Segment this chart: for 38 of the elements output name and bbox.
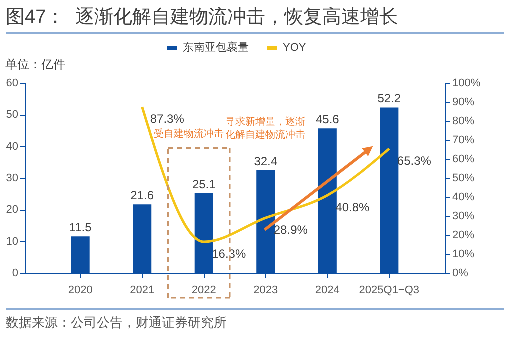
x-tick-label: 2020: [68, 284, 93, 296]
chart-title: 图47： 逐渐化解自建物流冲击，恢复高速增长: [6, 6, 399, 30]
y-tick-label: 30: [6, 172, 18, 184]
legend-label: 东南亚包裹量: [183, 41, 249, 54]
data-label: 45.6: [316, 112, 340, 127]
source-note: 数据来源：公司公告，财通证券研究所: [6, 314, 227, 332]
y-tick-label: 60: [6, 78, 18, 90]
y-tick-label: 10: [6, 236, 18, 248]
x-tick-label: 2024: [315, 284, 340, 296]
data-label: 25.1: [192, 178, 216, 192]
y-axis-title: 单位：亿件: [6, 58, 66, 72]
data-label: 87.3%: [150, 112, 185, 126]
y2-tick-label: 60%: [452, 154, 475, 166]
data-label: 32.4: [254, 154, 278, 168]
y2-tick-label: 10%: [452, 248, 475, 260]
y2-tick-label: 100%: [452, 78, 481, 90]
y-tick-label: 50: [6, 109, 18, 122]
y-tick-label: 40: [6, 140, 18, 153]
y2-tick-label: 70%: [452, 134, 475, 146]
y2-tick-label: 30%: [452, 210, 475, 222]
annotation: 受自建物流冲击: [154, 128, 224, 142]
data-label: 52.2: [378, 92, 402, 106]
y2-tick-label: 20%: [452, 230, 475, 242]
y2-tick-label: 40%: [452, 192, 475, 204]
x-tick-label: 2021: [130, 284, 155, 296]
y-tick-label: 0: [12, 268, 18, 280]
y2-tick-label: 80%: [452, 116, 475, 128]
data-label: 11.5: [69, 220, 92, 235]
y2-tick-label: 0%: [452, 268, 469, 280]
legend-label: YOY: [283, 42, 307, 54]
annotation: 寻求新增量，逐渐化解自建物流冲击: [226, 116, 307, 142]
x-tick-label: 2022: [192, 284, 216, 296]
x-tick-label: 2025Q1−Q3: [359, 284, 420, 296]
y2-tick-label: 90%: [452, 96, 475, 108]
data-label: 21.6: [130, 188, 154, 203]
y2-tick-label: 50%: [452, 172, 475, 184]
y-tick-label: 20: [6, 204, 18, 216]
x-tick-label: 2023: [254, 284, 278, 296]
